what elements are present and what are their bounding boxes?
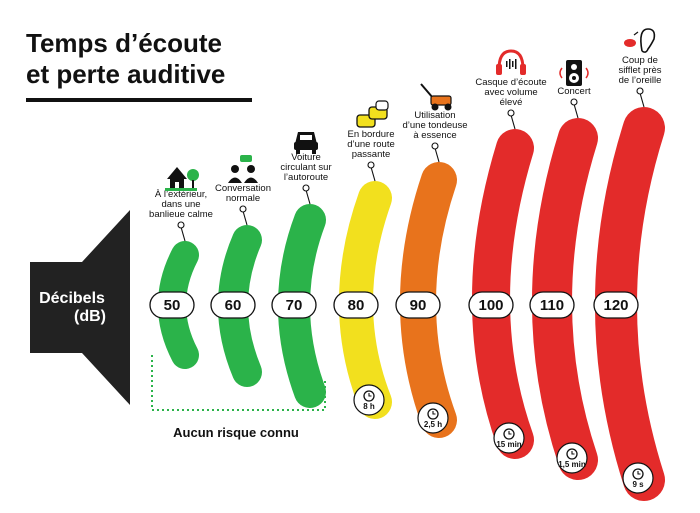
label-line: Casque d’écoute: [475, 77, 546, 88]
label-line: Utilisation: [414, 110, 455, 121]
label-line: à essence: [413, 130, 456, 141]
db-value: 120: [603, 297, 628, 314]
title-line-1: Temps d’écoute: [26, 28, 222, 58]
label-line: circulant sur: [280, 162, 331, 173]
time-limit: 2,5 h: [424, 420, 442, 429]
house-icon: [165, 167, 199, 191]
car-icon: [294, 132, 318, 154]
label-line: d’une route: [347, 139, 395, 150]
db-value: 60: [225, 297, 242, 314]
pin: [302, 184, 310, 192]
time-limit: 15 min: [496, 440, 521, 449]
pin: [507, 109, 515, 117]
db-value: 110: [540, 297, 564, 314]
db-value: 100: [478, 297, 503, 314]
pin: [636, 87, 644, 95]
lawnmower-icon: [420, 83, 452, 111]
time-limit: 9 s: [632, 480, 644, 489]
level-110: 110 1,5 min: [529, 98, 598, 480]
db-pill-50: [149, 291, 195, 319]
pin: [177, 221, 185, 229]
db-value: 80: [348, 297, 365, 314]
level-60: 60: [210, 205, 262, 387]
clock-badge-90: [417, 402, 449, 434]
pin: [431, 142, 439, 150]
db-pill-70: [271, 291, 317, 319]
label-line: normale: [226, 193, 260, 204]
clock-icon: [632, 468, 644, 480]
db-pill-60: [210, 291, 256, 319]
speaker-icon: [559, 60, 589, 86]
db-pill-120: [593, 291, 639, 319]
label-line: Coup de: [622, 55, 658, 66]
db-value: 50: [164, 297, 181, 314]
time-limit: 8 h: [363, 402, 375, 411]
label-line: dans une: [161, 199, 200, 210]
headphones-icon: [496, 49, 526, 75]
label-line: banlieue calme: [149, 209, 213, 220]
safe-zone-bracket: [151, 355, 326, 411]
clock-badge-120: [622, 462, 654, 494]
level-70: 70: [271, 184, 326, 408]
clock-badge-100: [493, 422, 525, 454]
label-line: Concert: [557, 86, 591, 97]
pin: [367, 161, 375, 169]
title-line-2: et perte auditive: [26, 59, 225, 89]
title-underline: [26, 98, 252, 102]
label-line: d’une tondeuse: [403, 120, 468, 131]
arcs-layer: 50 60 70 80 8 h 90 2,5 h 100 15 min 110 1,5 min 120…: [149, 87, 665, 501]
conversation-icon: [228, 155, 258, 183]
clock-icon: [427, 408, 439, 420]
label-line: passante: [352, 149, 391, 160]
label-line: En bordure: [347, 129, 394, 140]
safe-zone-label: Aucun risque connu: [173, 425, 299, 440]
clock-icon: [363, 390, 375, 402]
clock-icon: [566, 448, 578, 460]
db-pill-110: [529, 291, 575, 319]
label-line: Voiture: [291, 152, 321, 163]
label-line: Conversation: [215, 183, 271, 194]
db-pill-80: [333, 291, 379, 319]
label-line: élevé: [500, 97, 523, 108]
whistle-ear-icon: [624, 28, 656, 53]
traffic-icon: [356, 100, 389, 128]
speaker-icon: [30, 210, 130, 405]
db-pill-100: [468, 291, 514, 319]
db-value: 90: [410, 297, 427, 314]
label-line: l’autoroute: [284, 172, 328, 183]
db-value: 70: [286, 297, 303, 314]
db-pill-90: [395, 291, 441, 319]
label-line: À l’extérieur,: [155, 189, 207, 200]
clock-icon: [503, 428, 515, 440]
level-80: 80 8 h: [333, 161, 392, 419]
label-line: avec volume: [484, 87, 537, 98]
label-line: sifflet près: [618, 65, 661, 76]
level-90: 90 2,5 h: [395, 142, 457, 438]
speaker-label-line-2: (dB): [74, 308, 106, 325]
pin: [570, 98, 578, 106]
level-100: 100 15 min: [468, 109, 534, 459]
speaker-label-line-1: Décibels: [39, 290, 105, 307]
level-50: 50: [149, 221, 199, 369]
time-limit: 1,5 min: [558, 460, 586, 469]
label-line: de l’oreille: [619, 75, 662, 86]
level-120: 120 9 s: [593, 87, 665, 501]
pin: [239, 205, 247, 213]
clock-badge-80: [353, 384, 385, 416]
clock-badge-110: [556, 442, 588, 474]
